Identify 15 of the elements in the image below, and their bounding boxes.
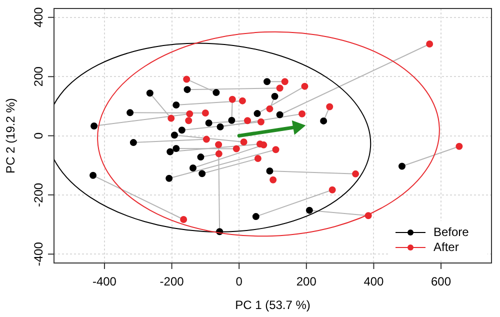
x-tick-label: 0 xyxy=(236,274,243,289)
x-tick-label: 600 xyxy=(431,274,452,289)
legend-label: After xyxy=(434,240,459,254)
y-tick-label: -200 xyxy=(31,182,46,207)
x-tick-label: 200 xyxy=(296,274,317,289)
y-tick-label: 0 xyxy=(31,132,46,140)
y-tick-label: 400 xyxy=(31,7,46,28)
y-axis-title: PC 2 (19.2 %) xyxy=(4,98,18,174)
x-tick-label: -200 xyxy=(160,274,184,289)
x-tick-label: 400 xyxy=(364,274,384,289)
y-tick-label: -400 xyxy=(31,242,46,266)
x-tick-label: -400 xyxy=(92,274,117,289)
legend-label: Before xyxy=(434,224,470,239)
y-tick-label: 200 xyxy=(31,66,46,87)
x-axis-title: PC 1 (53.7 %) xyxy=(235,298,310,312)
